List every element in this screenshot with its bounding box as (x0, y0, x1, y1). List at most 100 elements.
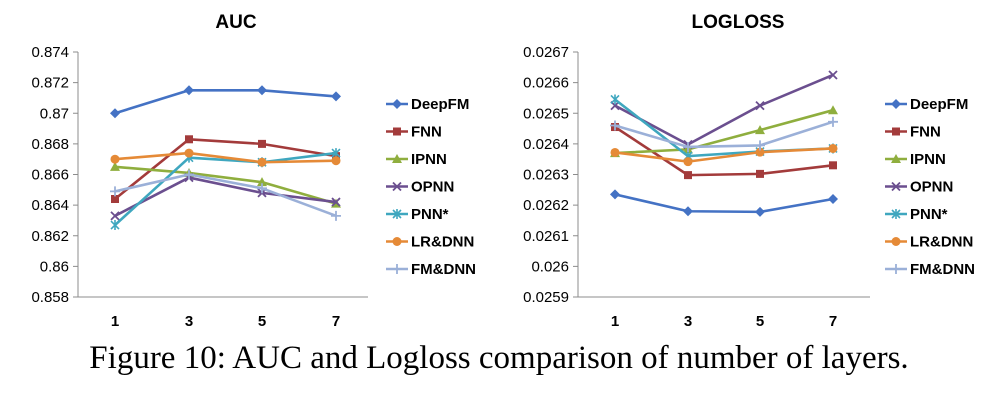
data-point (110, 211, 120, 221)
data-point (755, 125, 765, 135)
series-line-lr-dnn (614, 147, 834, 163)
series-lr-dnn (610, 143, 838, 167)
data-point (110, 186, 120, 197)
legend: DeepFM FNN IPNN OPNN PNN* LR&DNN FM&DNN (386, 96, 476, 278)
data-point (331, 91, 341, 102)
series-line-deepfm (614, 193, 834, 214)
y-tick-label: 0.0262 (523, 197, 569, 214)
y-tick-label: 0.026 (531, 258, 569, 275)
legend-item-opnn: OPNN (885, 179, 953, 196)
legend-marker (892, 127, 900, 136)
data-point (756, 169, 764, 178)
legend-item-lr-dnn: LR&DNN (386, 234, 474, 251)
data-point (828, 70, 838, 80)
legend-marker (392, 209, 402, 219)
y-tick-label: 0.87 (40, 105, 69, 122)
y-tick-label: 0.862 (31, 228, 69, 245)
chart-title: LOGLOSS (692, 12, 785, 33)
data-point (257, 157, 267, 167)
data-point (755, 100, 765, 111)
legend-item-pnn: PNN* (885, 206, 948, 223)
legend-item-pnn: PNN* (386, 206, 449, 223)
data-point (185, 135, 193, 144)
legend-label: DeepFM (411, 96, 469, 113)
legend-item-ipnn: IPNN (885, 151, 946, 168)
series-line-lr-dnn (114, 151, 337, 164)
series-line-deepfm (114, 88, 337, 115)
y-tick-label: 0.872 (31, 75, 69, 92)
legend: DeepFM FNN IPNN OPNN PNN* LR&DNN FM&DNN (885, 96, 975, 278)
series-deepfm (110, 85, 341, 119)
data-point (110, 220, 120, 231)
y-tick-label: 0.866 (31, 167, 69, 184)
legend-item-lr-dnn: LR&DNN (885, 234, 973, 251)
y-tick-label: 0.0263 (523, 167, 569, 184)
legend-marker (392, 99, 402, 109)
legend-item-fnn: FNN (885, 124, 941, 141)
data-point (257, 177, 267, 187)
data-point (610, 147, 620, 157)
series-deepfm (610, 189, 838, 217)
legend-marker (891, 154, 901, 163)
legend-label: PNN* (910, 206, 948, 223)
legend-marker (891, 209, 901, 219)
data-point (331, 197, 341, 207)
legend-label: OPNN (411, 179, 454, 196)
legend-label: FM&DNN (910, 261, 975, 278)
legend-label: LR&DNN (910, 234, 973, 251)
data-point (755, 147, 765, 157)
data-point (331, 210, 341, 221)
y-tick-label: 0.874 (31, 44, 69, 61)
legend-marker (392, 237, 402, 246)
legend-label: IPNN (910, 151, 946, 168)
data-point (331, 156, 341, 166)
legend-item-fnn: FNN (386, 124, 442, 141)
legend-marker (392, 181, 402, 192)
legend-marker (891, 181, 901, 192)
data-point (828, 116, 838, 127)
legend-item-opnn: OPNN (386, 179, 454, 196)
data-point (755, 140, 765, 151)
x-tick-label: 5 (756, 313, 764, 330)
x-tick-label: 7 (829, 313, 837, 330)
legend-marker (392, 264, 402, 274)
data-point (684, 171, 692, 180)
series-line-opnn (114, 176, 337, 217)
chart-title: AUC (215, 12, 256, 33)
series-line-fm-dnn (114, 173, 337, 218)
series-fm-dnn (610, 116, 838, 152)
legend-marker (392, 154, 402, 163)
legend-label: FNN (910, 124, 941, 141)
legend-label: FNN (411, 124, 442, 141)
data-point (184, 85, 194, 96)
legend-marker (891, 99, 901, 109)
data-point (683, 141, 693, 152)
legend-item-fm-dnn: FM&DNN (885, 261, 975, 278)
data-point (828, 105, 838, 115)
y-tick-label: 0.86 (40, 258, 69, 275)
x-tick-label: 3 (684, 313, 692, 330)
figure-caption: Figure 10: AUC and Logloss comparison of… (89, 340, 909, 376)
data-point (110, 108, 120, 119)
auc-chart: AUC 0.858 0.86 0.862 0.864 0.866 0.868 0.87 0.87… (31, 12, 476, 330)
y-tick-label: 0.0266 (523, 75, 569, 92)
y-tick-label: 0.0264 (523, 136, 569, 153)
series-line-opnn (614, 73, 834, 146)
data-point (683, 157, 693, 167)
data-point (111, 195, 119, 203)
x-tick-label: 7 (332, 313, 340, 330)
data-point (610, 120, 620, 131)
legend-item-deepfm: DeepFM (885, 96, 968, 113)
logloss-chart: LOGLOSS 0.0259 0.026 0.0261 0.0262 0.0263 0.02… (523, 12, 975, 330)
x-tick-label: 5 (258, 313, 266, 330)
data-point (610, 94, 620, 105)
data-point (683, 206, 693, 217)
legend-label: PNN* (411, 206, 449, 223)
series-line-ipnn (114, 165, 337, 205)
y-tick-label: 0.0265 (523, 105, 569, 122)
series-opnn (610, 70, 838, 150)
data-point (828, 194, 838, 204)
legend-label: IPNN (411, 151, 447, 168)
legend-marker (891, 237, 901, 246)
